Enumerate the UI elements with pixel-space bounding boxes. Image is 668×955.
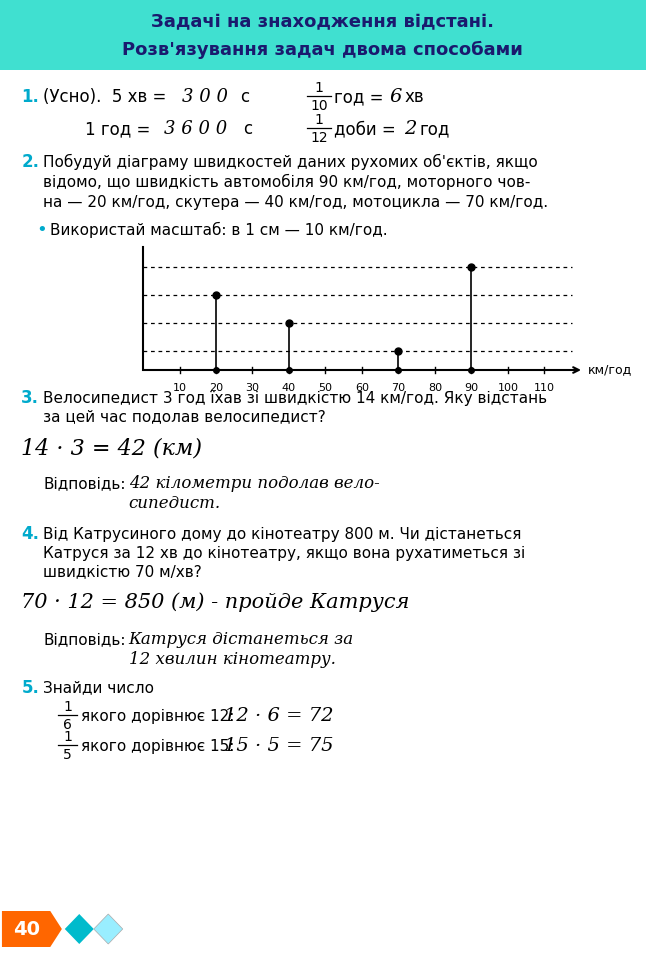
- Text: км/год: км/год: [588, 364, 632, 376]
- Polygon shape: [2, 911, 62, 947]
- Text: 110: 110: [534, 383, 555, 393]
- Text: 100: 100: [498, 383, 518, 393]
- Text: 1: 1: [63, 700, 72, 714]
- Text: Знайди число: Знайди число: [43, 681, 154, 695]
- Text: 10: 10: [310, 99, 328, 113]
- Text: 42 кілометри подолав вело-: 42 кілометри подолав вело-: [128, 476, 379, 493]
- Text: швидкістю 70 м/хв?: швидкістю 70 м/хв?: [43, 564, 202, 580]
- Text: 2: 2: [404, 120, 416, 138]
- Text: •: •: [37, 221, 47, 239]
- Text: 3.: 3.: [21, 389, 39, 407]
- Text: Відповідь:: Відповідь:: [43, 477, 126, 492]
- Text: год =: год =: [335, 88, 384, 106]
- Text: Побудуй діаграму швидкостей даних рухомих об'єктів, якщо: Побудуй діаграму швидкостей даних рухоми…: [43, 154, 538, 170]
- Text: 40: 40: [13, 920, 39, 939]
- Text: відомо, що швидкість автомобіля 90 км/год, моторного чов-: відомо, що швидкість автомобіля 90 км/го…: [43, 174, 531, 190]
- Text: Від Катрусиного дому до кінотеатру 800 м. Чи дістанеться: Від Катрусиного дому до кінотеатру 800 м…: [43, 526, 522, 541]
- Text: Використай масштаб: в 1 см — 10 км/год.: Використай масштаб: в 1 см — 10 км/год.: [50, 222, 388, 238]
- Text: с: с: [244, 120, 253, 138]
- Text: на — 20 км/год, скутера — 40 км/год, мотоцикла — 70 км/год.: на — 20 км/год, скутера — 40 км/год, мот…: [43, 195, 548, 209]
- Text: 14 · 3 = 42 (км): 14 · 3 = 42 (км): [21, 437, 202, 459]
- Text: 6: 6: [389, 88, 402, 106]
- Polygon shape: [65, 914, 94, 944]
- Text: 60: 60: [355, 383, 369, 393]
- Text: 3 0 0: 3 0 0: [182, 88, 228, 106]
- Text: год: год: [420, 120, 450, 138]
- Text: якого дорівнює 15:: якого дорівнює 15:: [81, 738, 234, 753]
- Text: за цей час подолав велосипедист?: за цей час подолав велосипедист?: [43, 410, 326, 425]
- Text: якого дорівнює 12:: якого дорівнює 12:: [81, 709, 234, 724]
- Text: Відповідь:: Відповідь:: [43, 632, 126, 647]
- Text: 50: 50: [319, 383, 333, 393]
- Text: доби =: доби =: [335, 120, 396, 138]
- Text: 1: 1: [63, 730, 72, 744]
- Polygon shape: [0, 0, 646, 70]
- Text: хв: хв: [404, 88, 424, 106]
- Text: Катруся дістанеться за: Катруся дістанеться за: [128, 631, 353, 648]
- Text: сипедист.: сипедист.: [128, 496, 220, 513]
- Text: 30: 30: [246, 383, 259, 393]
- Text: 15 · 5 = 75: 15 · 5 = 75: [224, 737, 334, 755]
- Text: 12 · 6 = 72: 12 · 6 = 72: [224, 707, 334, 725]
- Text: 90: 90: [464, 383, 478, 393]
- Text: 1: 1: [315, 113, 323, 127]
- Text: 1.: 1.: [21, 88, 39, 106]
- Text: 3 6 0 0: 3 6 0 0: [164, 120, 228, 138]
- Text: 6: 6: [63, 718, 72, 732]
- Text: 1 год =: 1 год =: [85, 120, 150, 138]
- Text: 2.: 2.: [21, 153, 39, 171]
- Text: 4.: 4.: [21, 525, 39, 543]
- Text: 5: 5: [63, 748, 72, 762]
- Text: 12: 12: [310, 131, 328, 145]
- Polygon shape: [94, 914, 123, 944]
- Text: 10: 10: [172, 383, 186, 393]
- Text: 70: 70: [391, 383, 405, 393]
- Text: 20: 20: [209, 383, 223, 393]
- Text: 1: 1: [315, 81, 323, 95]
- Text: 40: 40: [282, 383, 296, 393]
- Text: (Усно).  5 хв =: (Усно). 5 хв =: [43, 88, 167, 106]
- Text: Розв'язування задач двома способами: Розв'язування задач двома способами: [122, 41, 523, 59]
- Text: 5.: 5.: [21, 679, 39, 697]
- Text: Катруся за 12 хв до кінотеатру, якщо вона рухатиметься зі: Катруся за 12 хв до кінотеатру, якщо вон…: [43, 545, 526, 561]
- Text: 70 · 12 = 850 (м) - пройде Катруся: 70 · 12 = 850 (м) - пройде Катруся: [21, 592, 409, 612]
- Text: Велосипедист 3 год їхав зі швидкістю 14 км/год. Яку відстань: Велосипедист 3 год їхав зі швидкістю 14 …: [43, 391, 548, 406]
- Text: Задачі на знаходження відстані.: Задачі на знаходження відстані.: [152, 13, 494, 31]
- Text: 80: 80: [428, 383, 442, 393]
- Text: с: с: [240, 88, 249, 106]
- Text: 12 хвилин кінотеатру.: 12 хвилин кінотеатру.: [128, 651, 335, 668]
